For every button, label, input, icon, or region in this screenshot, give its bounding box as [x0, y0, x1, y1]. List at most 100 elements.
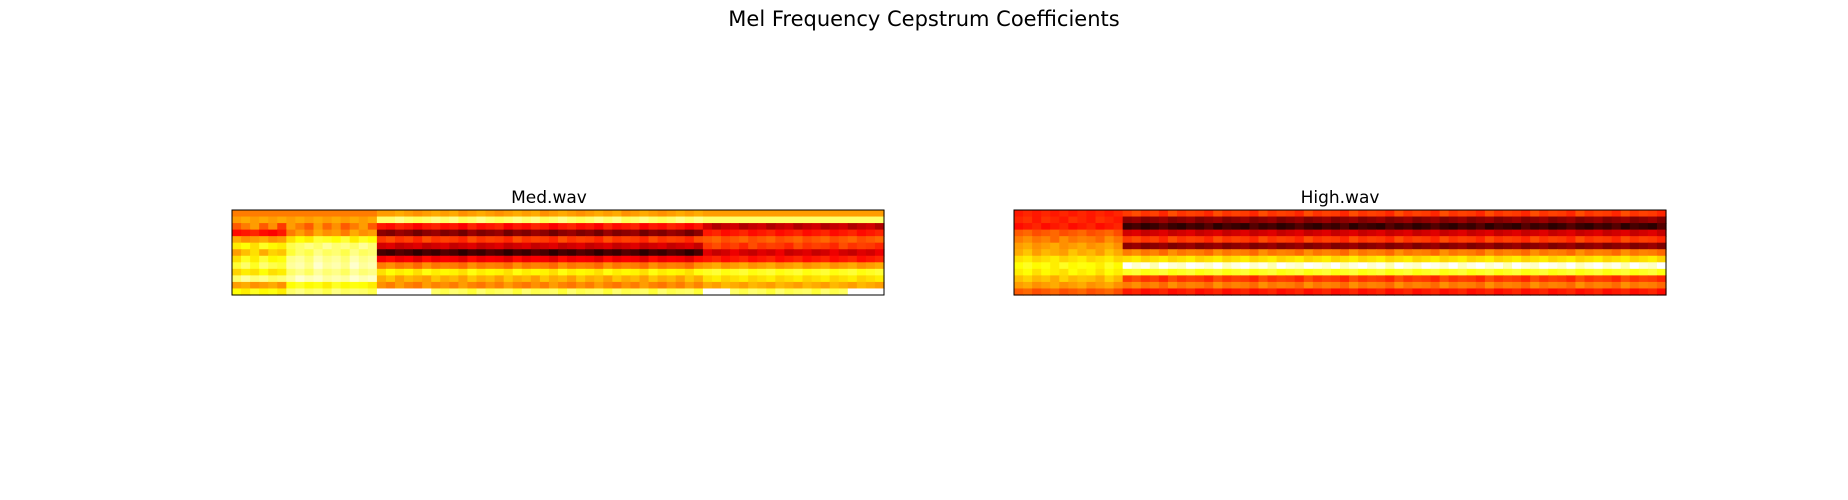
heatmap-cell-high	[1303, 275, 1314, 283]
heatmap-cell-high	[1638, 210, 1649, 218]
heatmap-cell-high	[1448, 288, 1459, 296]
heatmap-cell-med	[313, 281, 324, 290]
heatmap-cell-med	[485, 223, 496, 231]
heatmap-cell-med	[367, 249, 378, 257]
heatmap-cell-med	[476, 223, 487, 231]
heatmap-cell-med	[874, 210, 885, 218]
heatmap-cell-high	[1104, 223, 1115, 231]
heatmap-cell-med	[621, 210, 632, 218]
heatmap-cell-high	[1439, 255, 1450, 263]
heatmap-cell-high	[1258, 288, 1269, 296]
heatmap-cell-med	[820, 281, 831, 290]
heatmap-cell-high	[1602, 268, 1613, 276]
heatmap-cell-high	[1213, 268, 1223, 276]
heatmap-cell-high	[1620, 249, 1631, 257]
heatmap-cell-high	[1367, 242, 1377, 250]
heatmap-cell-med	[385, 262, 396, 270]
heatmap-cell-high	[1204, 216, 1214, 224]
heatmap-cell-high	[1050, 242, 1060, 250]
heatmap-cell-high	[1475, 288, 1486, 296]
heatmap-cell-med	[739, 281, 749, 290]
heatmap-cell-high	[1131, 210, 1142, 218]
heatmap-cell-med	[793, 249, 804, 257]
heatmap-cell-high	[1430, 262, 1441, 270]
heatmap-cell-med	[367, 275, 378, 283]
heatmap-cell-high	[1593, 268, 1604, 276]
heatmap-cell-med	[304, 229, 315, 237]
heatmap-cell-high	[1349, 249, 1359, 257]
heatmap-cell-med	[539, 236, 550, 244]
heatmap-cell-med	[268, 223, 278, 231]
heatmap-cell-high	[1403, 275, 1414, 283]
heatmap-cell-high	[1131, 288, 1142, 296]
heatmap-cell-med	[548, 275, 559, 283]
heatmap-cell-med	[847, 288, 858, 296]
heatmap-cell-med	[376, 242, 387, 250]
heatmap-cell-med	[847, 268, 858, 276]
heatmap-cell-med	[865, 281, 876, 290]
heatmap-cell-med	[874, 223, 885, 231]
heatmap-cell-med	[612, 229, 622, 237]
heatmap-cell-med	[331, 262, 342, 270]
heatmap-cell-med	[648, 281, 659, 290]
heatmap-cell-med	[811, 268, 822, 276]
heatmap-cell-high	[1195, 236, 1205, 244]
heatmap-cell-med	[603, 223, 613, 231]
heatmap-cell-med	[476, 242, 487, 250]
heatmap-cell-med	[485, 281, 496, 290]
heatmap-cell-med	[340, 268, 351, 276]
heatmap-cell-med	[693, 223, 704, 231]
heatmap-cell-high	[1330, 262, 1341, 270]
heatmap-cell-med	[458, 281, 469, 290]
heatmap-cell-high	[1267, 262, 1278, 270]
heatmap-cell-high	[1575, 249, 1586, 257]
heatmap-cell-med	[331, 288, 342, 296]
heatmap-cell-med	[630, 236, 641, 244]
heatmap-cell-high	[1629, 216, 1640, 224]
heatmap-cell-med	[286, 255, 296, 263]
heatmap-cell-high	[1330, 281, 1341, 290]
heatmap-cell-med	[331, 249, 342, 257]
heatmap-cell-high	[1557, 268, 1567, 276]
heatmap-cell-med	[413, 255, 423, 263]
heatmap-cell-med	[585, 249, 595, 257]
heatmap-cell-med	[539, 268, 550, 276]
heatmap-cell-high	[1421, 268, 1432, 276]
heatmap-cell-high	[1548, 275, 1558, 283]
heatmap-cell-med	[721, 281, 731, 290]
heatmap-cell-high	[1530, 262, 1540, 270]
heatmap-cell-high	[1367, 255, 1377, 263]
heatmap-cell-med	[232, 288, 242, 296]
heatmap-cell-high	[1177, 236, 1187, 244]
heatmap-cell-med	[612, 281, 622, 290]
heatmap-cell-high	[1195, 255, 1205, 263]
heatmap-cell-high	[1530, 242, 1540, 250]
heatmap-cell-high	[1493, 268, 1504, 276]
heatmap-cell-high	[1530, 229, 1540, 237]
heatmap-cell-med	[367, 281, 378, 290]
heatmap-cell-med	[648, 288, 659, 296]
heatmap-cell-high	[1041, 242, 1051, 250]
heatmap-cell-high	[1475, 242, 1486, 250]
heatmap-cell-high	[1303, 288, 1314, 296]
heatmap-cell-med	[576, 216, 586, 224]
heatmap-cell-med	[413, 236, 423, 244]
heatmap-cell-high	[1358, 281, 1368, 290]
heatmap-cell-med	[874, 288, 885, 296]
heatmap-cell-med	[395, 249, 405, 257]
heatmap-cell-med	[530, 236, 541, 244]
heatmap-cell-med	[404, 262, 414, 270]
heatmap-cell-high	[1086, 255, 1097, 263]
heatmap-cell-high	[1158, 249, 1169, 257]
heatmap-cell-high	[1258, 210, 1269, 218]
heatmap-cell-med	[521, 281, 532, 290]
heatmap-cell-high	[1104, 268, 1115, 276]
heatmap-cell-med	[721, 210, 731, 218]
heatmap-cell-med	[793, 216, 804, 224]
heatmap-cell-high	[1521, 268, 1531, 276]
heatmap-cell-high	[1077, 275, 1088, 283]
heatmap-cell-med	[458, 249, 469, 257]
heatmap-cell-high	[1077, 216, 1088, 224]
heatmap-cell-high	[1213, 249, 1223, 257]
heatmap-cell-med	[548, 223, 559, 231]
